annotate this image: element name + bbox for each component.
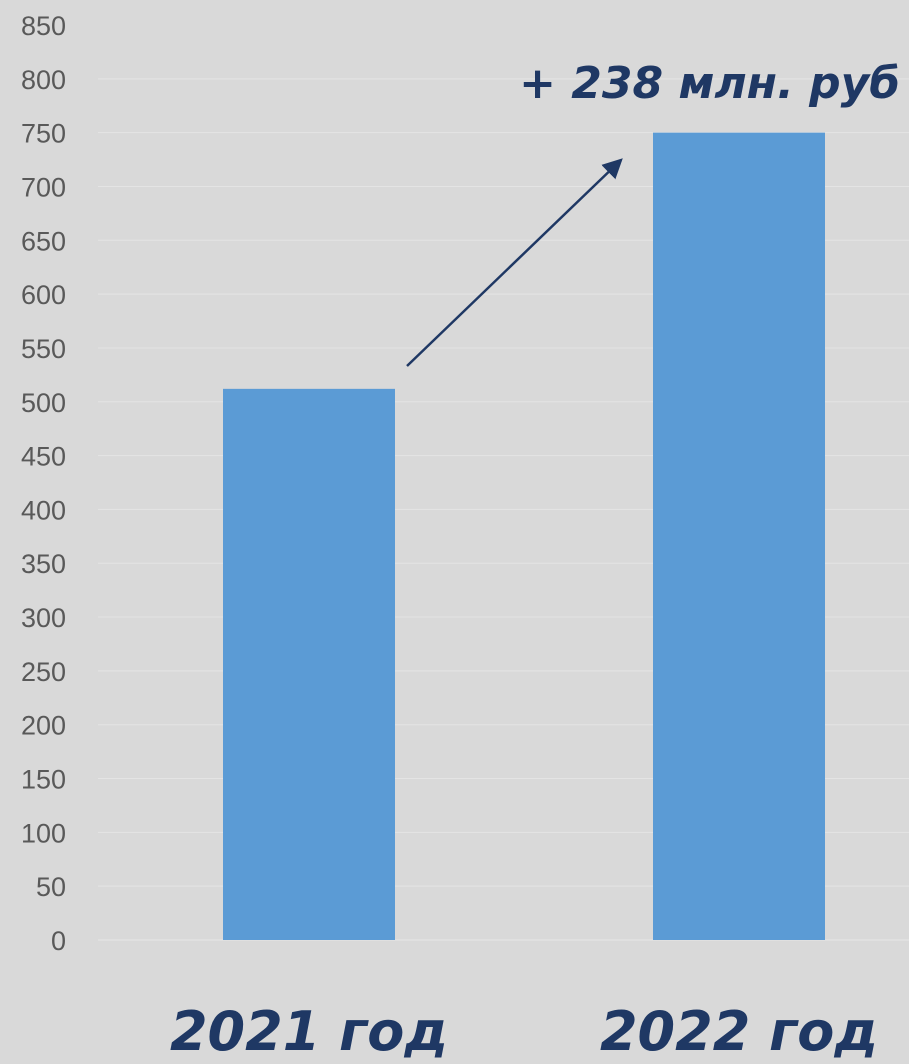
y-tick-label: 100 bbox=[21, 818, 66, 848]
y-tick-label: 800 bbox=[21, 65, 66, 95]
growth-annotation: + 238 млн. руб bbox=[519, 58, 900, 109]
bar-2022 bbox=[653, 132, 825, 940]
category-label: 2021 год bbox=[170, 1000, 448, 1063]
category-labels: 2021 год 2022 год bbox=[170, 1000, 878, 1063]
y-tick-label: 250 bbox=[21, 657, 66, 687]
y-tick-label: 750 bbox=[21, 119, 66, 149]
y-axis-ticks: 0 50 100 150 200 250 300 350 400 450 500 550 600 650 7… bbox=[21, 11, 66, 956]
y-tick-label: 150 bbox=[21, 765, 66, 795]
y-tick-label: 350 bbox=[21, 549, 66, 579]
y-tick-label: 0 bbox=[51, 926, 66, 956]
growth-arrow bbox=[406, 158, 623, 367]
y-tick-label: 300 bbox=[21, 603, 66, 633]
y-tick-label: 400 bbox=[21, 495, 66, 525]
y-tick-label: 650 bbox=[21, 226, 66, 256]
y-tick-label: 550 bbox=[21, 334, 66, 364]
arrow-line bbox=[406, 158, 623, 367]
y-tick-label: 450 bbox=[21, 442, 66, 472]
bar-2021 bbox=[223, 388, 395, 940]
y-tick-label: 850 bbox=[21, 11, 66, 41]
y-tick-label: 500 bbox=[21, 388, 66, 418]
y-tick-label: 700 bbox=[21, 172, 66, 202]
y-tick-label: 200 bbox=[21, 711, 66, 741]
bars bbox=[223, 132, 825, 940]
y-tick-label: 600 bbox=[21, 280, 66, 310]
category-label: 2022 год bbox=[600, 1000, 878, 1063]
y-tick-label: 50 bbox=[36, 872, 66, 902]
